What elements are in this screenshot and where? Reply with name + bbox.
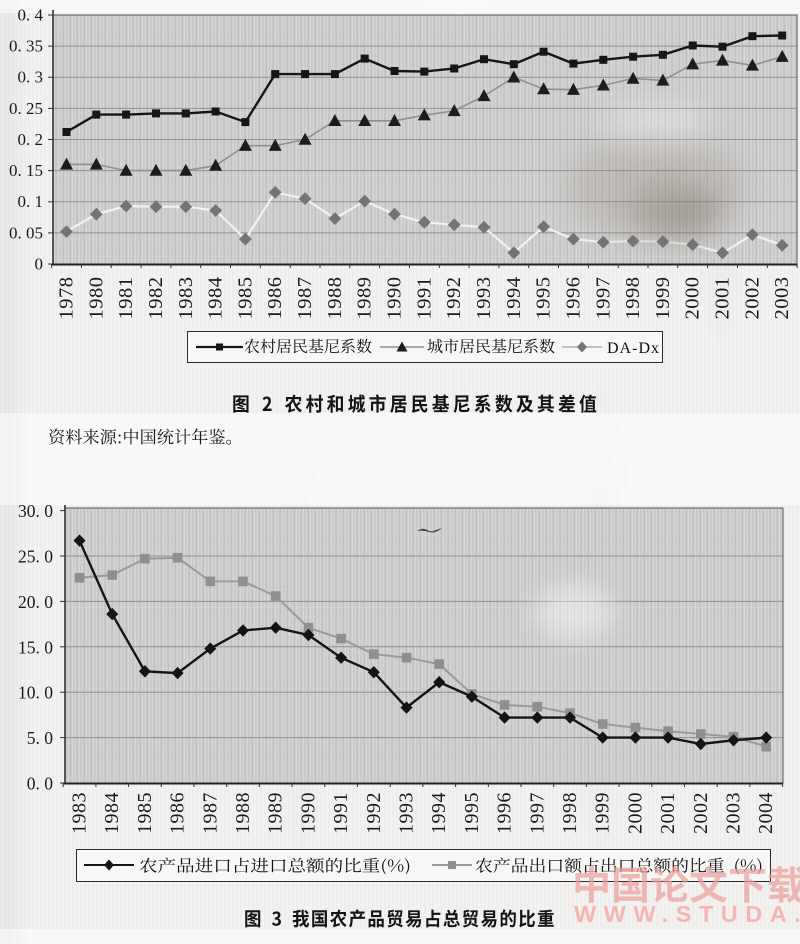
svg-text:1998: 1998 xyxy=(559,792,581,834)
svg-text:0. 3: 0. 3 xyxy=(18,68,44,87)
svg-text:1987: 1987 xyxy=(294,277,316,320)
svg-text:1987: 1987 xyxy=(199,792,221,834)
svg-text:1997: 1997 xyxy=(526,792,548,834)
svg-text:2003: 2003 xyxy=(723,792,745,834)
svg-text:0. 05: 0. 05 xyxy=(9,223,43,242)
svg-text:1998: 1998 xyxy=(622,277,644,320)
svg-text:1995: 1995 xyxy=(533,277,555,320)
svg-text:0. 25: 0. 25 xyxy=(9,99,43,118)
svg-text:1993: 1993 xyxy=(473,277,495,320)
svg-text:2003: 2003 xyxy=(771,277,793,320)
svg-text:5. 0: 5. 0 xyxy=(27,728,54,748)
svg-text:1999: 1999 xyxy=(592,792,614,834)
svg-text:1983: 1983 xyxy=(69,792,91,834)
svg-text:2001: 2001 xyxy=(712,277,734,320)
svg-text:0: 0 xyxy=(35,255,44,274)
svg-text:1993: 1993 xyxy=(396,792,418,834)
svg-text:1991: 1991 xyxy=(330,792,352,834)
svg-text:1992: 1992 xyxy=(363,792,385,834)
svg-text:30. 0: 30. 0 xyxy=(18,501,53,521)
svg-text:0. 0: 0. 0 xyxy=(27,774,54,794)
svg-text:1995: 1995 xyxy=(461,792,483,834)
svg-text:1985: 1985 xyxy=(234,277,256,320)
svg-text:1980: 1980 xyxy=(85,277,107,320)
svg-text:1989: 1989 xyxy=(354,277,376,320)
svg-text:1991: 1991 xyxy=(413,277,435,320)
svg-text:15. 0: 15. 0 xyxy=(18,637,53,657)
svg-text:1997: 1997 xyxy=(592,277,614,320)
svg-text:2001: 2001 xyxy=(657,792,679,834)
svg-text:1996: 1996 xyxy=(562,277,584,320)
svg-text:1988: 1988 xyxy=(324,277,346,320)
svg-text:1992: 1992 xyxy=(443,277,465,320)
svg-text:1999: 1999 xyxy=(652,277,674,320)
svg-text:1986: 1986 xyxy=(264,277,286,320)
svg-text:1978: 1978 xyxy=(56,277,78,320)
svg-text:0. 2: 0. 2 xyxy=(18,130,44,149)
svg-text:0. 35: 0. 35 xyxy=(9,37,43,56)
svg-text:1990: 1990 xyxy=(384,277,406,320)
svg-text:1989: 1989 xyxy=(265,792,287,834)
svg-text:10. 0: 10. 0 xyxy=(18,683,53,703)
svg-text:1996: 1996 xyxy=(494,792,516,834)
svg-text:20. 0: 20. 0 xyxy=(18,592,53,612)
svg-text:2000: 2000 xyxy=(682,277,704,320)
svg-text:0. 1: 0. 1 xyxy=(18,192,44,211)
svg-text:2004: 2004 xyxy=(755,792,777,834)
svg-text:2000: 2000 xyxy=(624,792,646,834)
svg-text:25. 0: 25. 0 xyxy=(18,547,53,567)
svg-text:1988: 1988 xyxy=(232,792,254,834)
svg-text:1984: 1984 xyxy=(101,792,123,834)
svg-text:1994: 1994 xyxy=(428,792,450,834)
svg-text:1985: 1985 xyxy=(134,792,156,834)
svg-text:1981: 1981 xyxy=(115,277,137,320)
svg-text:2002: 2002 xyxy=(741,277,763,320)
svg-text:1994: 1994 xyxy=(503,277,525,320)
svg-text:1986: 1986 xyxy=(167,792,189,834)
svg-text:1990: 1990 xyxy=(297,792,319,834)
svg-text:0. 4: 0. 4 xyxy=(18,6,44,25)
svg-text:1984: 1984 xyxy=(205,277,227,320)
svg-text:1983: 1983 xyxy=(175,277,197,320)
svg-text:2002: 2002 xyxy=(690,792,712,834)
svg-text:1982: 1982 xyxy=(145,277,167,320)
svg-text:0. 15: 0. 15 xyxy=(9,161,43,180)
